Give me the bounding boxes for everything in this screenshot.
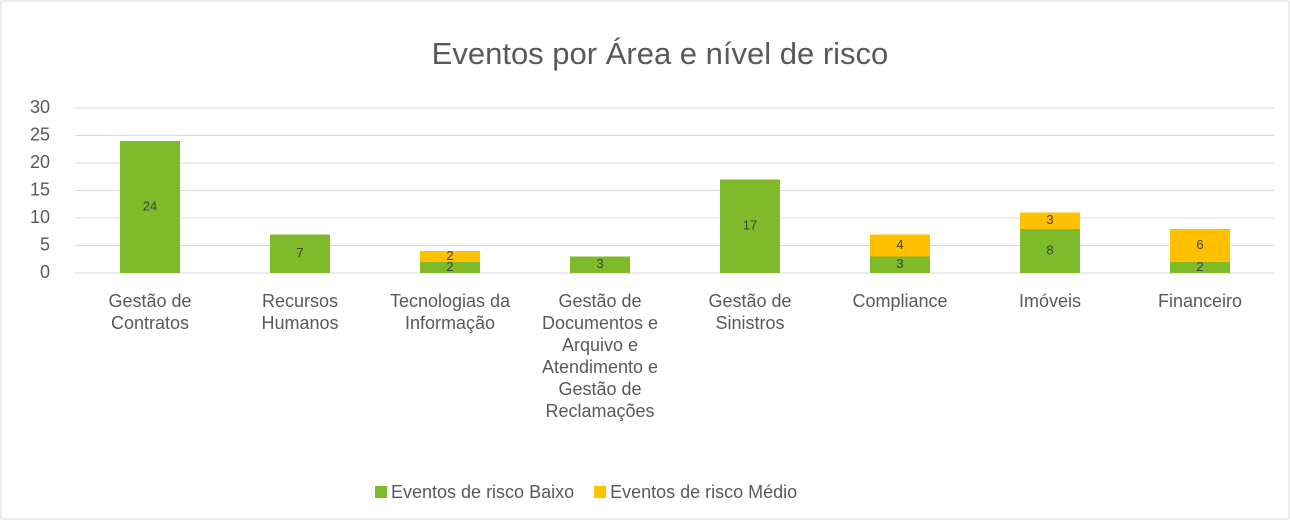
x-tick-label: Gestão de Documentos e Arquivo e Atendim… (541, 291, 659, 421)
data-label: 4 (896, 237, 903, 252)
y-tick-label: 30 (30, 97, 50, 117)
bar-segment (570, 256, 630, 273)
data-label: 2 (446, 248, 453, 263)
x-tick-label: Tecnologias da Informação (389, 291, 511, 333)
bar-segment (420, 251, 480, 262)
data-label: 3 (896, 256, 903, 271)
data-label: 3 (1046, 212, 1053, 227)
bar-segment (720, 179, 780, 273)
x-tick-label: Compliance (852, 291, 948, 311)
y-tick-label: 15 (30, 179, 50, 199)
bar-segment (1170, 262, 1230, 273)
bar-segment (120, 141, 180, 273)
data-label: 7 (296, 245, 303, 260)
data-label: 3 (596, 256, 603, 271)
data-label: 6 (1196, 237, 1203, 252)
y-tick-label: 25 (30, 124, 50, 144)
x-tick-label: Gestão de Contratos (108, 291, 192, 333)
bar-segment (1020, 212, 1080, 229)
x-tick-label: Imóveis (1018, 291, 1081, 311)
data-label: 2 (446, 259, 453, 274)
y-tick-label: 10 (30, 207, 50, 227)
data-label: 24 (143, 198, 157, 213)
bar-segment (870, 256, 930, 273)
chart-title: Eventos por Área e nível de risco (432, 36, 889, 71)
bar-segment (420, 262, 480, 273)
x-tick-label: Recursos Humanos (261, 291, 339, 333)
bar-segment (1170, 229, 1230, 262)
y-tick-label: 5 (40, 234, 50, 254)
y-tick-label: 20 (30, 152, 50, 172)
bar-segment (870, 234, 930, 257)
legend-swatch (594, 486, 607, 498)
legend-label: Eventos de risco Médio (610, 482, 797, 502)
data-label: 17 (743, 218, 757, 233)
x-tick-label: Gestão de Sinistros (708, 291, 792, 333)
bar-segment (270, 234, 330, 273)
bar-segment (1020, 229, 1080, 273)
data-label: 2 (1196, 259, 1203, 274)
legend-swatch (375, 486, 387, 498)
x-tick-label: Financeiro (1157, 291, 1243, 311)
y-tick-label: 0 (40, 262, 50, 282)
data-label: 8 (1046, 242, 1053, 257)
legend-label: Eventos de risco Baixo (391, 482, 574, 502)
